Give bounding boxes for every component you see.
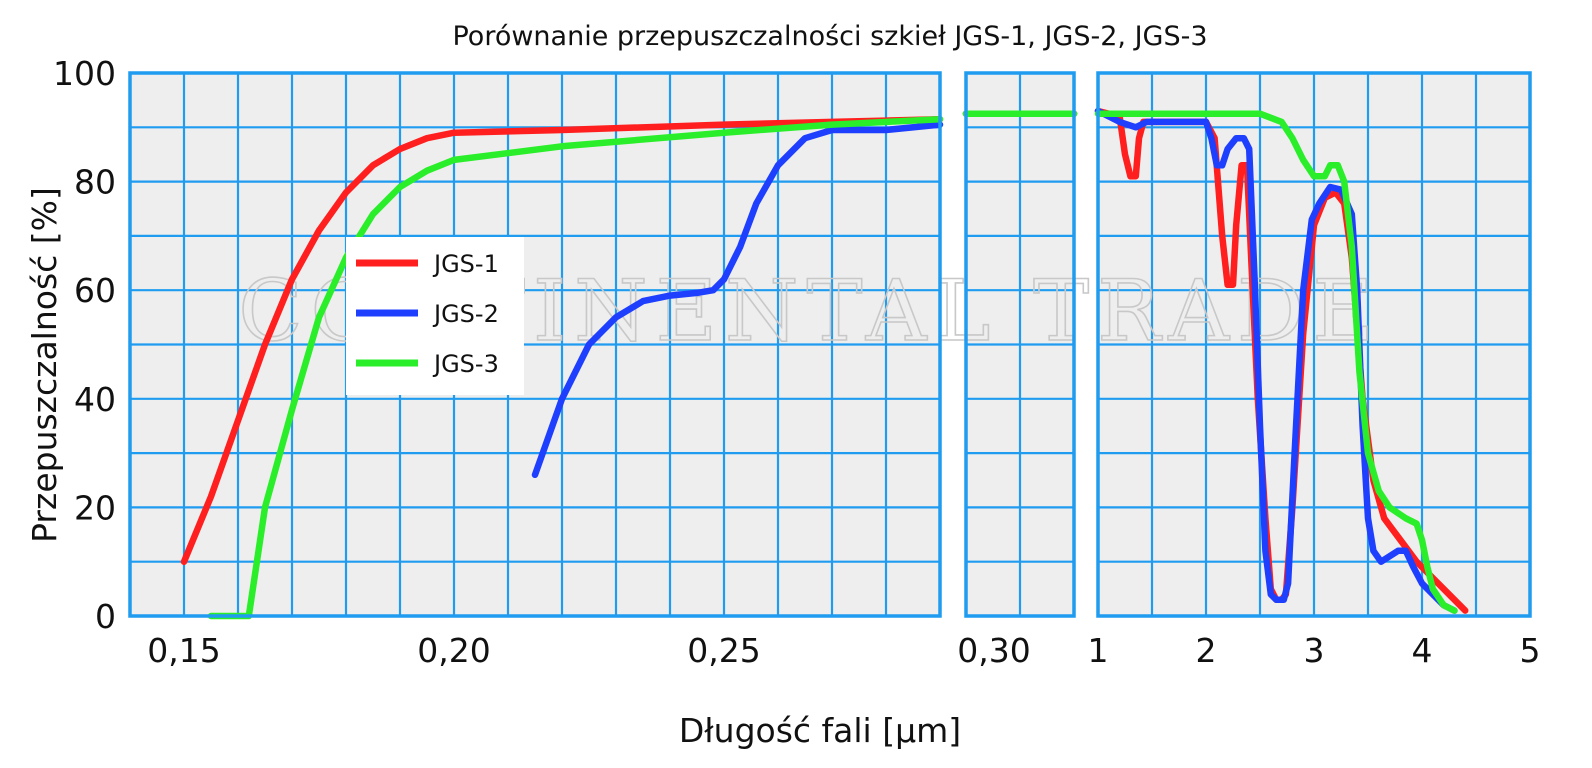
- x-axis-label: Długość fali [µm]: [679, 711, 961, 750]
- legend-label: JGS-3: [432, 350, 499, 378]
- plot-frames: [128, 71, 1532, 618]
- y-tick-label: 80: [74, 163, 116, 202]
- x-tick-label: 4: [1412, 631, 1433, 670]
- series-line-jgs-2-uv: [531, 121, 944, 479]
- series-line-jgs-3-uv: [207, 115, 944, 620]
- plot-frame-uv: [128, 71, 942, 618]
- x-tick-label: 2: [1196, 631, 1217, 670]
- x-tick-label: 3: [1304, 631, 1325, 670]
- x-tick-label: 0,15: [147, 631, 220, 670]
- chart-title: Porównanie przepuszczalności szkieł JGS-…: [452, 21, 1207, 52]
- series-line-jgs-3-ir: [1094, 110, 1458, 614]
- y-tick-label: 0: [95, 597, 116, 636]
- x-tick-label: 0,30: [957, 631, 1030, 670]
- legend-label: JGS-1: [432, 250, 499, 278]
- y-tick-label: 60: [74, 271, 116, 310]
- y-axis-label: Przepuszczalność [%]: [25, 187, 64, 543]
- series-lines: [180, 107, 1469, 620]
- y-tick-label: 20: [74, 488, 116, 527]
- x-tick-labels: 0,15 0,20 0,25 0,30 1 2 3 4 5: [147, 631, 1540, 670]
- series-line-jgs-2-ir: [1094, 107, 1458, 614]
- legend: JGS-1 JGS-2 JGS-3: [346, 237, 524, 395]
- plot-frame-mid: [964, 71, 1076, 618]
- y-tick-label: 100: [53, 54, 116, 93]
- series-line-jgs-1-uv: [180, 115, 944, 565]
- grid-lines: [130, 73, 1530, 616]
- y-tick-labels: 0 20 40 60 80 100: [53, 54, 116, 636]
- legend-label: JGS-2: [432, 300, 499, 328]
- plot-frame-ir: [1096, 71, 1532, 618]
- x-tick-label: 1: [1088, 631, 1109, 670]
- x-tick-label: 0,25: [687, 631, 760, 670]
- x-tick-label: 5: [1520, 631, 1541, 670]
- y-tick-label: 40: [74, 380, 116, 419]
- x-tick-label: 0,20: [417, 631, 490, 670]
